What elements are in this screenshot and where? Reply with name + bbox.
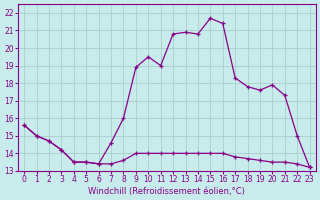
X-axis label: Windchill (Refroidissement éolien,°C): Windchill (Refroidissement éolien,°C) [88,187,245,196]
